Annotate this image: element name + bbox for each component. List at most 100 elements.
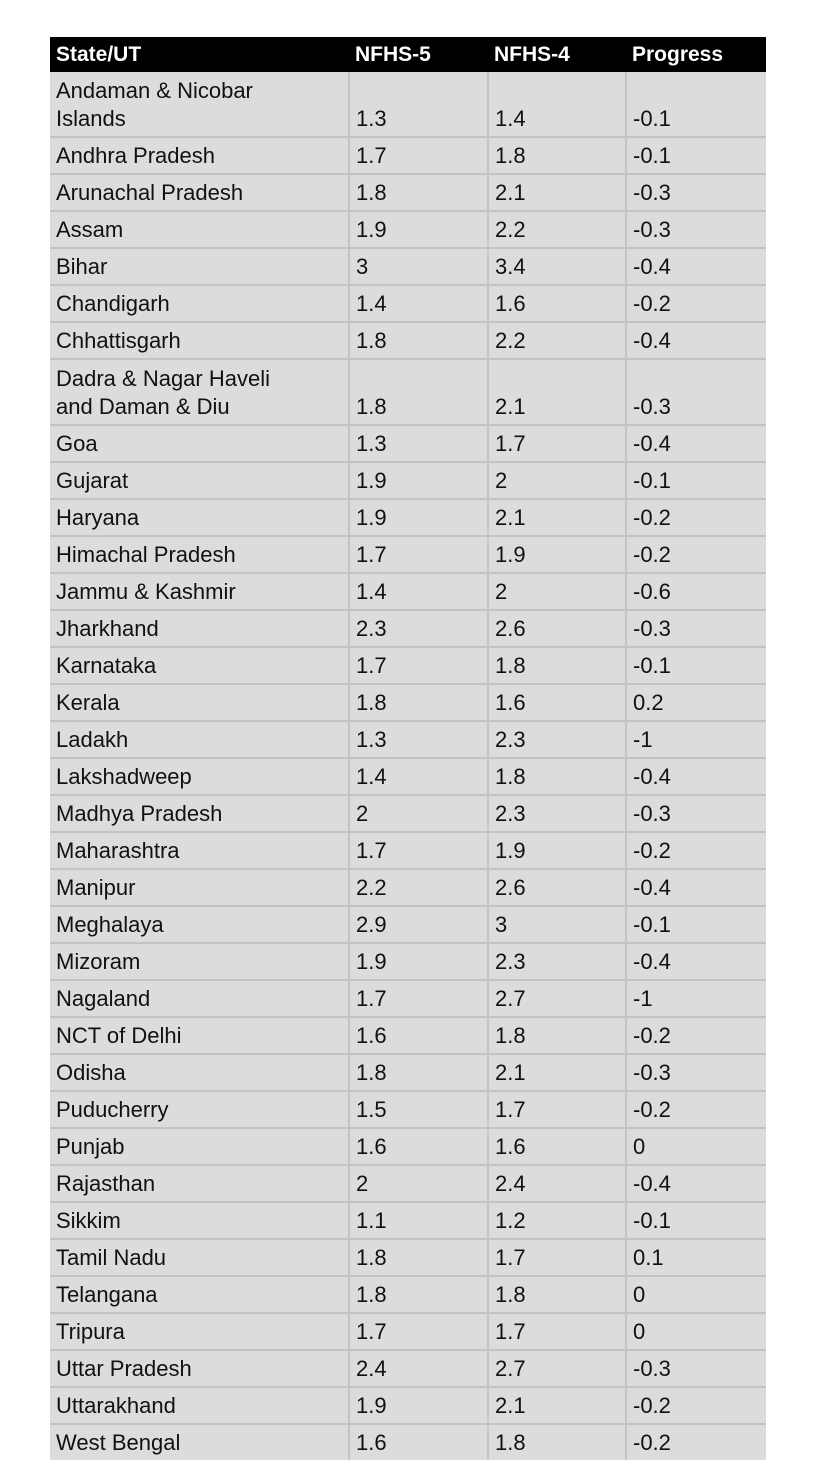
table-row: Gujarat 1.9 2 -0.1 (50, 461, 766, 499)
cell-state: Mizoram (50, 942, 349, 980)
cell-nfhs4: 1.8 (487, 1016, 626, 1054)
cell-nfhs5: 2.9 (348, 905, 488, 943)
cell-state: Telangana (50, 1275, 349, 1313)
cell-state: Uttarakhand (50, 1386, 349, 1424)
cell-nfhs4: 3 (487, 905, 626, 943)
cell-nfhs4: 2 (487, 572, 626, 610)
header-row: State/UT NFHS-5 NFHS-4 Progress (50, 37, 766, 72)
cell-nfhs4: 1.8 (487, 646, 626, 684)
cell-progress: -0.4 (625, 424, 766, 462)
table-row: Punjab 1.6 1.6 0 (50, 1127, 766, 1165)
table-row: Chandigarh 1.4 1.6 -0.2 (50, 284, 766, 322)
cell-state: Dadra & Nagar Haveli and Daman & Diu (50, 358, 349, 425)
cell-state: Andaman & Nicobar Islands (50, 72, 349, 137)
cell-nfhs5: 1.6 (348, 1423, 488, 1460)
cell-nfhs4: 2.2 (487, 321, 626, 359)
table-row: Kerala 1.8 1.6 0.2 (50, 683, 766, 721)
cell-state: Tripura (50, 1312, 349, 1350)
cell-progress: -0.2 (625, 535, 766, 573)
cell-progress: -0.2 (625, 284, 766, 322)
table-row: Assam 1.9 2.2 -0.3 (50, 210, 766, 248)
cell-state: Lakshadweep (50, 757, 349, 795)
cell-state: Maharashtra (50, 831, 349, 869)
cell-nfhs4: 2.1 (487, 1386, 626, 1424)
cell-progress: -0.4 (625, 1164, 766, 1202)
cell-progress: 0 (625, 1127, 766, 1165)
cell-nfhs4: 2 (487, 461, 626, 499)
cell-progress: -0.2 (625, 1090, 766, 1128)
table-row: Uttarakhand 1.9 2.1 -0.2 (50, 1386, 766, 1424)
cell-nfhs4: 1.8 (487, 1423, 626, 1460)
cell-progress: -0.4 (625, 757, 766, 795)
cell-nfhs5: 1.7 (348, 535, 488, 573)
cell-nfhs4: 2.7 (487, 979, 626, 1017)
cell-state: Andhra Pradesh (50, 136, 349, 174)
cell-state: Kerala (50, 683, 349, 721)
table-row: Jharkhand 2.3 2.6 -0.3 (50, 609, 766, 647)
cell-state: Goa (50, 424, 349, 462)
cell-nfhs4: 2.1 (487, 1053, 626, 1091)
cell-nfhs5: 1.9 (348, 210, 488, 248)
cell-progress: -0.3 (625, 358, 766, 425)
table-row: Jammu & Kashmir 1.4 2 -0.6 (50, 572, 766, 610)
cell-state: Manipur (50, 868, 349, 906)
cell-nfhs4: 2.3 (487, 794, 626, 832)
cell-nfhs5: 3 (348, 247, 488, 285)
cell-state: Bihar (50, 247, 349, 285)
table-row: West Bengal 1.6 1.8 -0.2 (50, 1423, 766, 1460)
table-row: Madhya Pradesh 2 2.3 -0.3 (50, 794, 766, 832)
cell-nfhs5: 1.5 (348, 1090, 488, 1128)
table-row: Karnataka 1.7 1.8 -0.1 (50, 646, 766, 684)
cell-progress: -0.4 (625, 868, 766, 906)
table-row: Mizoram 1.9 2.3 -0.4 (50, 942, 766, 980)
cell-nfhs5: 1.3 (348, 424, 488, 462)
table-row: Andhra Pradesh 1.7 1.8 -0.1 (50, 136, 766, 174)
cell-state: Assam (50, 210, 349, 248)
cell-progress: -0.1 (625, 136, 766, 174)
cell-nfhs4: 1.6 (487, 683, 626, 721)
table-row: Nagaland 1.7 2.7 -1 (50, 979, 766, 1017)
cell-state: Karnataka (50, 646, 349, 684)
cell-nfhs5: 1.3 (348, 720, 488, 758)
cell-nfhs4: 2.1 (487, 173, 626, 211)
cell-nfhs4: 1.7 (487, 1312, 626, 1350)
table-row: Meghalaya 2.9 3 -0.1 (50, 905, 766, 943)
table-row: Ladakh 1.3 2.3 -1 (50, 720, 766, 758)
table-row: Rajasthan 2 2.4 -0.4 (50, 1164, 766, 1202)
cell-nfhs5: 1.8 (348, 1275, 488, 1313)
cell-nfhs5: 1.1 (348, 1201, 488, 1239)
cell-progress: -0.6 (625, 572, 766, 610)
cell-progress: -0.1 (625, 461, 766, 499)
table-row: Dadra & Nagar Haveli and Daman & Diu 1.8 2.… (50, 358, 766, 425)
cell-nfhs4: 1.9 (487, 535, 626, 573)
table-row: Goa 1.3 1.7 -0.4 (50, 424, 766, 462)
cell-nfhs5: 2.3 (348, 609, 488, 647)
cell-nfhs5: 1.9 (348, 461, 488, 499)
cell-progress: -1 (625, 720, 766, 758)
table-row: Andaman & Nicobar Islands 1.3 1.4 -0.1 (50, 72, 766, 137)
cell-nfhs5: 1.6 (348, 1127, 488, 1165)
cell-nfhs5: 1.7 (348, 831, 488, 869)
cell-nfhs4: 2.6 (487, 609, 626, 647)
cell-state: NCT of Delhi (50, 1016, 349, 1054)
nfhs-comparison-table-container: State/UT NFHS-5 NFHS-4 Progress Andaman … (50, 37, 766, 1460)
header-nfhs5: NFHS-5 (349, 37, 488, 72)
cell-progress: -0.1 (625, 72, 766, 137)
cell-progress: -0.2 (625, 1386, 766, 1424)
cell-nfhs4: 1.7 (487, 1238, 626, 1276)
cell-progress: -0.4 (625, 247, 766, 285)
cell-nfhs4: 1.8 (487, 757, 626, 795)
table-row: Telangana 1.8 1.8 0 (50, 1275, 766, 1313)
table-row: Lakshadweep 1.4 1.8 -0.4 (50, 757, 766, 795)
cell-nfhs5: 1.9 (348, 498, 488, 536)
cell-progress: -0.3 (625, 794, 766, 832)
cell-nfhs4: 1.9 (487, 831, 626, 869)
cell-nfhs5: 1.8 (348, 321, 488, 359)
cell-progress: -0.4 (625, 321, 766, 359)
cell-state: Puducherry (50, 1090, 349, 1128)
cell-state: Sikkim (50, 1201, 349, 1239)
cell-progress: -0.4 (625, 942, 766, 980)
cell-nfhs5: 1.9 (348, 942, 488, 980)
table-row: Arunachal Pradesh 1.8 2.1 -0.3 (50, 173, 766, 211)
cell-progress: 0.2 (625, 683, 766, 721)
